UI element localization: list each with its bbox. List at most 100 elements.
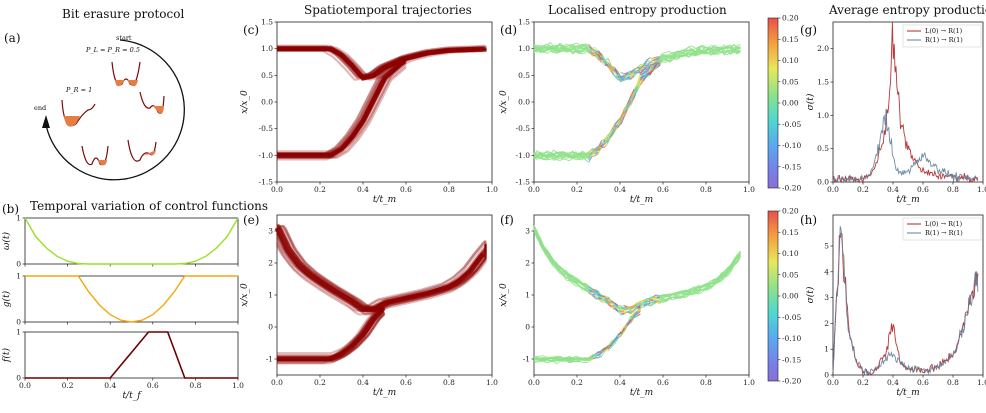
trajectory-segment	[598, 297, 602, 300]
trajectory-segment	[562, 48, 567, 50]
trajectory-mean	[277, 308, 385, 362]
trajectory-segment	[643, 59, 648, 65]
trajectory-segment	[601, 55, 606, 62]
trajectory-segment	[701, 53, 705, 55]
potential-step3	[127, 139, 157, 162]
trajectory-segment	[666, 294, 670, 296]
y-axis-label: x/x_0	[240, 283, 250, 307]
y-tick-label: -1.0	[259, 151, 274, 160]
trajectory-segment	[585, 43, 589, 46]
trajectory-segment	[572, 151, 577, 155]
trajectory-segment	[585, 285, 590, 291]
x-tick-label: 0.6	[147, 381, 159, 390]
trajectory-segment	[636, 77, 641, 88]
trajectory-segment	[672, 51, 677, 55]
trajectory-segment	[582, 283, 586, 287]
legend: L(0) → R(1)R(1) → R(1)	[902, 24, 982, 48]
trajectory-segment	[727, 52, 731, 56]
trajectory-segment	[607, 301, 612, 307]
trajectory-segment	[672, 294, 676, 296]
trajectory-segment	[598, 51, 603, 56]
trajectory-segment	[620, 74, 625, 77]
trajectory-segment	[598, 351, 603, 356]
trajectory-segment	[665, 54, 670, 59]
trajectory-segment	[630, 91, 635, 99]
trajectory-segment	[617, 335, 622, 338]
trajectory-segment	[543, 249, 548, 256]
trajectory-segment	[640, 72, 644, 76]
colorbar-tick-label: -0.05	[782, 120, 801, 129]
trajectory-segment	[601, 348, 606, 351]
potential-step4	[81, 145, 109, 166]
colorbar-tick-label: 0.20	[782, 207, 799, 216]
trajectory-segment	[649, 69, 654, 75]
trajectory-segment	[652, 62, 658, 68]
trajectory-segment	[656, 296, 660, 299]
trajectory-segment	[536, 48, 541, 53]
plot-h: 0.0 0.2 0.4 0.6 0.8 1.0 0 1 2 3 4 5 t/t_m σ(t) L(0) → …	[805, 214, 986, 398]
trajectory-segment	[540, 154, 544, 157]
x-tick-label: 1.0	[232, 381, 244, 390]
trajectory-segment	[604, 348, 609, 351]
trajectory-segment	[582, 150, 586, 154]
trajectory-segment	[640, 66, 645, 70]
trajectory-segment	[682, 293, 686, 297]
trajectory-segment	[727, 267, 732, 273]
trajectory-segment	[601, 301, 606, 304]
trajectory-segment	[653, 294, 657, 297]
trajectory-segment	[553, 359, 557, 362]
trajectory-segment	[717, 47, 722, 51]
trajectory-segment	[724, 275, 728, 279]
trajectory-segment	[556, 359, 560, 362]
trajectory-segment	[630, 75, 635, 80]
trajectory-segment	[598, 292, 603, 297]
trajectory-segment	[678, 52, 683, 58]
trajectory-segment	[733, 46, 738, 51]
trajectory-segment	[533, 154, 538, 158]
trajectory-bundle-lower	[277, 56, 407, 161]
trajectory-segment	[585, 361, 589, 364]
trajectory-mean	[277, 46, 484, 81]
trajectory-segment	[730, 261, 735, 267]
trajectory-segment	[598, 355, 602, 358]
trajectory-segment	[736, 49, 741, 53]
trajectory-segment	[662, 294, 667, 297]
trajectory-segment	[685, 294, 690, 299]
trajectory-segment	[694, 285, 699, 289]
trajectory-segment	[675, 55, 680, 58]
x-tick-label: 0.2	[62, 381, 74, 390]
trajectory-segment	[533, 356, 538, 359]
trajectory-segment	[694, 290, 699, 295]
trajectory-segment	[633, 89, 638, 99]
legend: L(0) → R(1)R(1) → R(1)	[902, 217, 982, 241]
trajectory-segment	[691, 287, 696, 289]
y-axis-label: g(t)	[1, 290, 12, 307]
trajectory-segment	[624, 74, 628, 77]
trajectory-segment	[707, 282, 712, 286]
x-tick-label: 0.8	[700, 378, 712, 387]
trajectory-segment	[707, 287, 712, 291]
trajectory-segment	[569, 279, 573, 282]
trajectory-segment	[549, 255, 554, 262]
trajectory-segment	[691, 45, 696, 49]
trajectory-segment	[562, 154, 567, 158]
trajectory-segment	[714, 46, 718, 49]
trajectory-segment	[588, 286, 593, 290]
trajectory-segment	[588, 43, 593, 49]
trajectory-segment	[533, 355, 538, 358]
x-tick-label: 0.4	[357, 185, 369, 194]
trajectory-segment	[733, 254, 738, 260]
trajectory-segment	[578, 279, 583, 284]
trajectory-segment	[588, 290, 593, 293]
trajectory-segment	[533, 44, 538, 49]
trajectory-segment	[598, 298, 603, 303]
trajectory-segment	[695, 54, 699, 57]
trajectory-segment	[727, 271, 732, 277]
y-tick-label: 0.5	[261, 71, 273, 80]
plot-d: 0.0 0.2 0.4 0.6 0.8 1.0 -1.5 -1.0 -0.5 0.0 0.5 1.0 1…	[499, 14, 801, 206]
trajectory-segment	[637, 305, 641, 308]
colorbar-tick-label: 0.00	[782, 292, 799, 301]
trajectory-segment	[582, 52, 586, 55]
axes-frame	[24, 217, 239, 265]
